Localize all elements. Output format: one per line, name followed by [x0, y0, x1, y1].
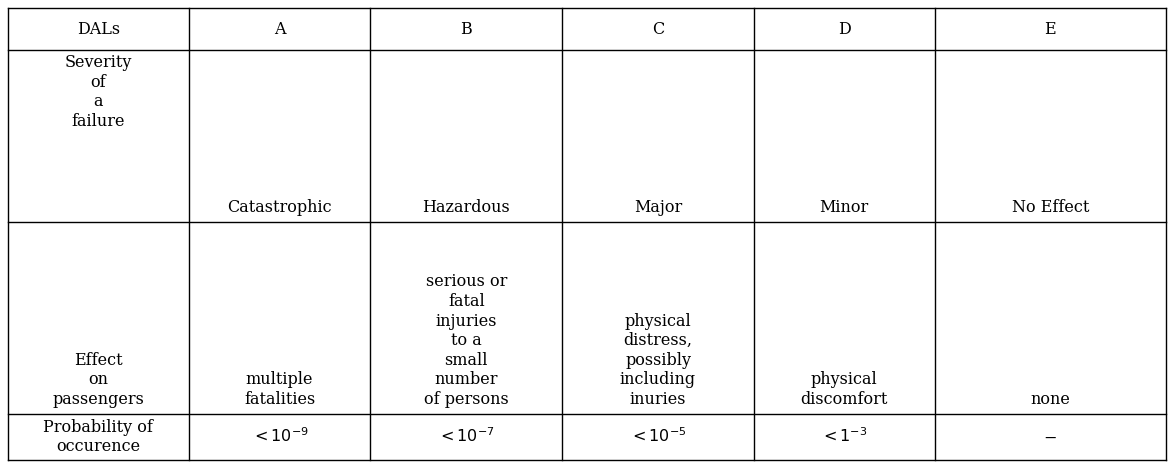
Text: Probability of
occurence: Probability of occurence	[43, 419, 154, 455]
Text: D: D	[838, 21, 851, 37]
Text: DALs: DALs	[76, 21, 120, 37]
Text: physical
discomfort: physical discomfort	[801, 372, 888, 408]
Text: $< 10^{-9}$: $< 10^{-9}$	[251, 428, 309, 446]
Text: none: none	[1031, 391, 1071, 408]
Text: No Effect: No Effect	[1012, 199, 1089, 216]
Text: A: A	[274, 21, 285, 37]
Text: multiple
fatalities: multiple fatalities	[244, 372, 316, 408]
Text: Severity
of
a
failure: Severity of a failure	[65, 54, 131, 130]
Text: Hazardous: Hazardous	[423, 199, 511, 216]
Text: B: B	[460, 21, 472, 37]
Text: physical
distress,
possibly
including
inuries: physical distress, possibly including in…	[620, 313, 696, 408]
Text: $-$: $-$	[1044, 429, 1058, 446]
Text: Effect
on
passengers: Effect on passengers	[53, 352, 144, 408]
Text: $< 10^{-7}$: $< 10^{-7}$	[438, 428, 495, 446]
Text: C: C	[652, 21, 664, 37]
Text: Major: Major	[634, 199, 682, 216]
Text: Minor: Minor	[819, 199, 869, 216]
Text: $< 1^{-3}$: $< 1^{-3}$	[821, 428, 868, 446]
Text: $< 10^{-5}$: $< 10^{-5}$	[629, 428, 687, 446]
Text: serious or
fatal
injuries
to a
small
number
of persons: serious or fatal injuries to a small num…	[424, 273, 508, 408]
Text: Catastrophic: Catastrophic	[228, 199, 332, 216]
Text: E: E	[1045, 21, 1057, 37]
